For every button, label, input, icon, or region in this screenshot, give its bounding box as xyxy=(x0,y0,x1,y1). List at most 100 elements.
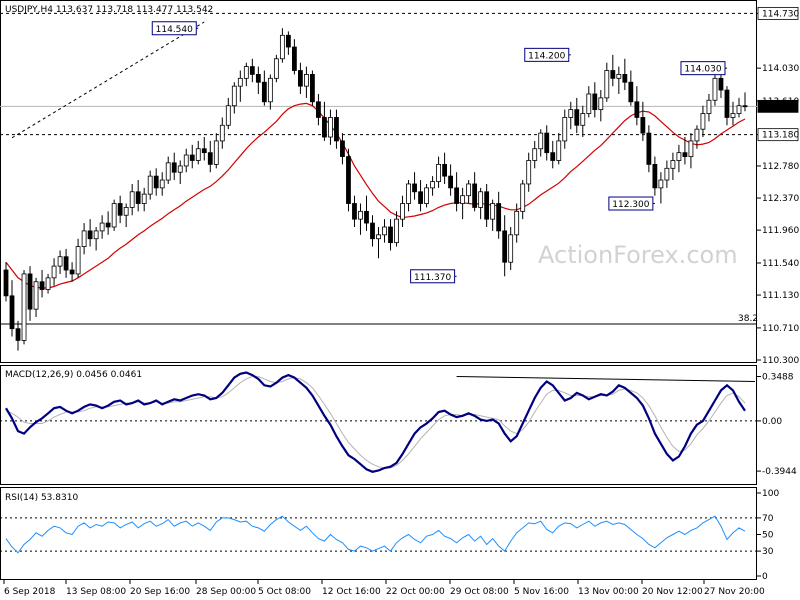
macd-main-line xyxy=(5,371,746,473)
candle-body xyxy=(99,222,105,232)
candle-body xyxy=(291,46,297,71)
candle-body xyxy=(676,152,682,161)
candle-body xyxy=(466,183,472,197)
price-panel-frame xyxy=(0,0,757,363)
candle-body xyxy=(448,175,454,189)
candle-body xyxy=(394,218,399,244)
rsi-line xyxy=(5,515,746,554)
time-tick-label: 22 Oct 00:00 xyxy=(386,587,445,597)
candle-body xyxy=(213,140,219,165)
candle-body xyxy=(15,328,21,341)
candle-body xyxy=(69,269,75,275)
macd-trendline xyxy=(456,376,756,382)
candle-body xyxy=(3,269,9,297)
candle-body xyxy=(51,265,57,279)
price-axis-marker xyxy=(757,128,799,142)
candle-body xyxy=(706,99,712,114)
macd-tick-label: 0.00 xyxy=(762,417,782,427)
candle-body xyxy=(382,226,387,236)
annotation-box xyxy=(608,196,654,211)
candle-body xyxy=(328,117,333,138)
candle-body xyxy=(490,203,496,220)
candle-body xyxy=(670,160,676,169)
candle-body xyxy=(171,162,177,173)
candle-body xyxy=(141,193,147,204)
candle-body xyxy=(189,154,195,161)
candle-body xyxy=(640,117,646,134)
candle-body xyxy=(304,74,309,87)
price-axis-marker-label: 113.180 xyxy=(762,131,799,141)
candle-body xyxy=(273,58,279,79)
candle-body xyxy=(442,163,447,177)
rsi-tick-label: 70 xyxy=(762,514,774,524)
candle-body xyxy=(724,89,730,118)
time-tick-label: 6 Sep 2018 xyxy=(4,587,56,597)
candle-body xyxy=(574,109,580,126)
candle-body xyxy=(514,210,520,236)
candle-body xyxy=(261,81,267,103)
price-tick-label: 112.370 xyxy=(762,194,799,204)
annotation-box xyxy=(524,47,570,62)
candle-body xyxy=(129,191,135,208)
candle-body xyxy=(538,132,544,150)
candle-body xyxy=(520,183,526,212)
candle-body xyxy=(267,77,273,103)
candle-body xyxy=(460,195,466,204)
candle-body xyxy=(544,132,550,154)
candle-body xyxy=(406,183,411,204)
price-axis: 114.030113.610112.780112.370111.960111.5… xyxy=(757,6,799,366)
candle-body xyxy=(424,187,429,204)
price-axis-marker-label: 114.730 xyxy=(762,9,799,19)
macd-panel-frame xyxy=(0,365,757,485)
candle-body xyxy=(364,210,369,224)
candle-body xyxy=(231,85,237,107)
candle-body xyxy=(45,277,51,290)
candle-body xyxy=(496,203,502,232)
moving-average-line xyxy=(5,102,746,289)
candle-body xyxy=(436,163,441,183)
candle-body xyxy=(682,152,688,157)
price-tick-label: 111.130 xyxy=(762,291,799,301)
annotation-box xyxy=(680,61,726,76)
candle-body xyxy=(616,74,622,79)
time-tick-label: 5 Oct 08:00 xyxy=(258,587,311,597)
rsi-axis: 100 70 50 30 0 xyxy=(757,489,779,582)
candle-body xyxy=(694,128,700,142)
time-tick-label: 12 Oct 16:00 xyxy=(322,587,381,597)
candle-body xyxy=(243,66,249,79)
candle-body xyxy=(153,175,159,189)
candle-body xyxy=(412,183,417,193)
candle-body xyxy=(334,117,339,142)
candle-body xyxy=(352,203,357,220)
candle-body xyxy=(658,179,664,189)
candle-body xyxy=(297,70,303,87)
time-tick-label: 13 Sep 08:00 xyxy=(66,587,126,597)
candle-body xyxy=(376,234,381,240)
candle-body xyxy=(105,222,111,228)
annotation-box xyxy=(151,21,197,36)
candle-body xyxy=(622,74,628,83)
candle-body xyxy=(472,183,478,208)
candle-body xyxy=(592,93,598,111)
price-horizontal-lines: 38.2 xyxy=(0,12,758,325)
candle-body xyxy=(562,117,568,142)
candle-body xyxy=(177,165,183,173)
candle-body xyxy=(610,70,616,79)
time-tick-label: 20 Sep 16:00 xyxy=(130,587,190,597)
annotation-box xyxy=(410,269,456,284)
candle-body xyxy=(195,148,201,161)
time-tick-label: 28 Sep 00:00 xyxy=(196,587,256,597)
watermark: ActionForex.com xyxy=(538,241,738,269)
candle-body xyxy=(580,113,586,126)
candle-body xyxy=(358,210,363,220)
symbol-info: USDJPY,H4 113.637 113.718 113.477 113.54… xyxy=(5,5,213,15)
candle-body xyxy=(93,230,99,240)
candle-body xyxy=(225,105,231,126)
price-tick-label: 110.710 xyxy=(762,324,799,334)
rsi-label: RSI(14) 53.8310 xyxy=(5,493,78,503)
candle-body xyxy=(532,148,538,161)
rsi-tick-label: 50 xyxy=(762,531,774,541)
annotation-label: 111.370 xyxy=(414,273,451,283)
